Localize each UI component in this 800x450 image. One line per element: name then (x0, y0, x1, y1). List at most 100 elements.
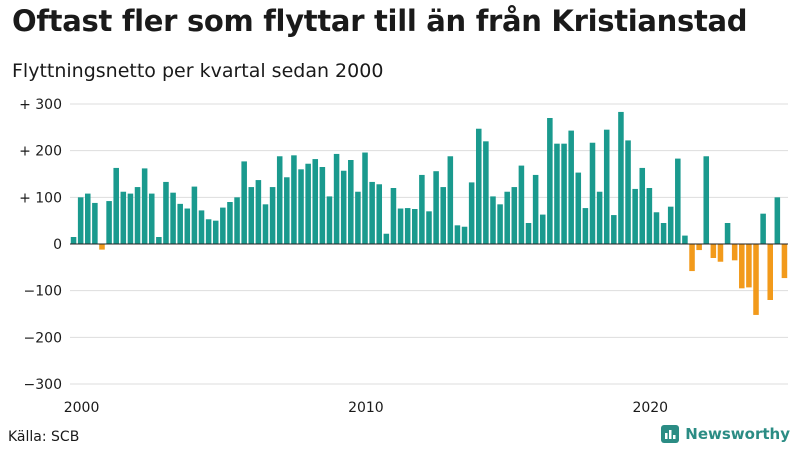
bar (596, 191, 603, 244)
source-note: Källa: SCB (8, 429, 80, 445)
bar (291, 155, 297, 244)
bar (561, 143, 567, 244)
bar (262, 204, 269, 244)
bar (419, 174, 425, 244)
bar (326, 196, 333, 244)
bar (348, 160, 354, 244)
x-tick-label: 2000 (64, 400, 100, 416)
bar (461, 226, 468, 244)
bar (156, 237, 162, 244)
bar (660, 223, 667, 244)
x-tick-label: 2020 (632, 400, 668, 416)
bar (234, 197, 240, 244)
bar (276, 156, 283, 244)
bar (298, 169, 304, 244)
bar (454, 225, 461, 244)
bar (717, 244, 724, 262)
bar (99, 244, 105, 250)
bar (198, 210, 205, 244)
bar (731, 244, 738, 261)
y-tick-label: −300 (24, 377, 62, 393)
bar (632, 188, 638, 244)
bar (703, 156, 710, 244)
bar (525, 223, 532, 244)
y-tick-label: + 100 (19, 190, 62, 206)
bar (333, 153, 340, 244)
bar (475, 128, 482, 244)
bar (134, 187, 141, 244)
bar (781, 244, 788, 279)
bar (532, 174, 539, 244)
bar (682, 235, 688, 244)
bar (582, 208, 589, 244)
chart-title: Oftast fler som flyttar till än från Kri… (12, 4, 748, 38)
bar (468, 182, 475, 244)
bar (120, 191, 127, 244)
bar (113, 167, 119, 244)
bar (383, 233, 390, 244)
bar (667, 206, 674, 244)
bar (433, 171, 439, 244)
bar (319, 167, 326, 244)
bar (177, 203, 183, 244)
bar (447, 156, 454, 244)
bar (255, 180, 262, 244)
bar (85, 193, 91, 244)
y-tick-label: + 200 (19, 144, 62, 160)
bar (539, 214, 546, 244)
bar (412, 209, 418, 244)
bar (426, 211, 432, 244)
bar (369, 181, 375, 244)
bar (589, 142, 596, 244)
bar (362, 152, 368, 244)
bar (689, 244, 695, 272)
bar (511, 187, 518, 244)
bar (625, 140, 631, 244)
bar (618, 111, 624, 245)
bar (248, 187, 255, 244)
bar (312, 159, 319, 244)
bar (376, 184, 383, 244)
bar (497, 204, 503, 244)
bar (774, 197, 781, 244)
bar (440, 187, 446, 244)
bar (653, 212, 660, 244)
bar (355, 191, 361, 244)
bar (504, 191, 510, 244)
bar (220, 207, 226, 244)
bar (639, 167, 646, 244)
bar (397, 208, 404, 244)
bar (212, 220, 219, 244)
bar (554, 143, 560, 244)
bar (611, 215, 617, 244)
bar (305, 163, 311, 244)
bar (127, 193, 134, 244)
bar (483, 141, 489, 244)
bar (603, 129, 610, 244)
bar (767, 244, 773, 300)
bar (163, 181, 169, 244)
y-tick-label: −200 (24, 330, 62, 346)
bar (148, 193, 155, 244)
bar (241, 161, 247, 244)
bar (490, 196, 496, 244)
bar (575, 172, 582, 244)
bar (518, 165, 525, 244)
bar (710, 244, 717, 258)
bar (746, 244, 752, 288)
bar (184, 208, 191, 244)
bar (568, 130, 574, 244)
chart-subtitle: Flyttningsnetto per kvartal sedan 2000 (12, 60, 384, 82)
bar (284, 177, 290, 244)
bar (141, 168, 148, 244)
bar (675, 158, 681, 244)
x-tick-label: 2010 (348, 400, 384, 416)
y-tick-label: 0 (53, 237, 62, 253)
bar (760, 213, 766, 244)
bar (390, 188, 397, 244)
y-tick-label: −100 (24, 284, 62, 300)
bar (340, 170, 347, 244)
newsworthy-logo-icon (661, 425, 680, 443)
bar (77, 197, 84, 244)
